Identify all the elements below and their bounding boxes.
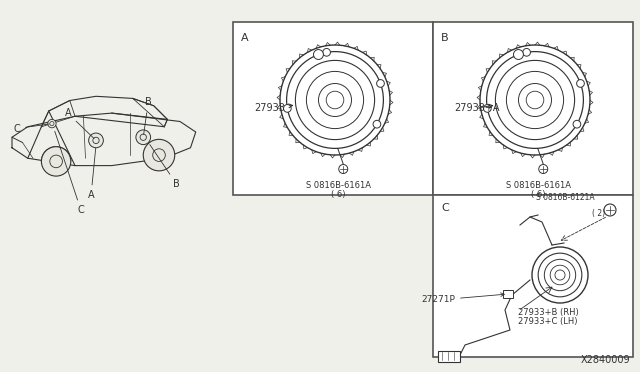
Text: B: B (441, 33, 449, 43)
Text: B: B (143, 97, 152, 135)
Circle shape (42, 147, 71, 176)
Text: ( 6): ( 6) (531, 190, 545, 199)
Text: 27271P: 27271P (421, 293, 504, 305)
Bar (433, 22, 633, 195)
Circle shape (573, 121, 580, 128)
Circle shape (140, 134, 147, 140)
Text: 27933: 27933 (254, 103, 292, 113)
Circle shape (93, 137, 99, 144)
Circle shape (577, 80, 584, 87)
Bar (233, 22, 433, 195)
Text: ( 6): ( 6) (331, 190, 346, 199)
Circle shape (373, 121, 381, 128)
Circle shape (523, 48, 531, 56)
Text: A: A (88, 148, 96, 201)
Circle shape (539, 164, 548, 173)
Circle shape (89, 133, 103, 148)
Circle shape (483, 105, 491, 112)
Text: C: C (13, 124, 49, 134)
Circle shape (48, 119, 56, 128)
FancyBboxPatch shape (438, 351, 460, 362)
Text: S 0816B-6121A: S 0816B-6121A (536, 193, 595, 202)
Circle shape (50, 155, 63, 168)
Circle shape (376, 80, 385, 87)
Text: 27933+C (LH): 27933+C (LH) (518, 317, 577, 326)
Text: ( 2): ( 2) (592, 209, 605, 218)
Circle shape (513, 49, 524, 60)
Circle shape (136, 130, 150, 145)
Text: S 0816B-6161A: S 0816B-6161A (306, 181, 371, 190)
Text: 27933+A: 27933+A (454, 103, 499, 113)
Circle shape (339, 164, 348, 173)
Circle shape (604, 204, 616, 216)
Circle shape (143, 140, 175, 171)
Circle shape (314, 49, 323, 60)
Text: B: B (150, 145, 180, 189)
Circle shape (153, 149, 165, 161)
Text: 27933+B (RH): 27933+B (RH) (518, 308, 579, 317)
Circle shape (50, 122, 54, 126)
Circle shape (284, 105, 291, 112)
Text: A: A (65, 108, 94, 138)
Text: C: C (441, 203, 449, 213)
Bar (433, 195, 633, 357)
Text: A: A (241, 33, 248, 43)
Text: X2840009: X2840009 (580, 355, 630, 365)
Text: S 0816B-6161A: S 0816B-6161A (506, 181, 571, 190)
Bar (503, 290, 513, 298)
Circle shape (323, 48, 330, 56)
Text: C: C (55, 131, 84, 215)
